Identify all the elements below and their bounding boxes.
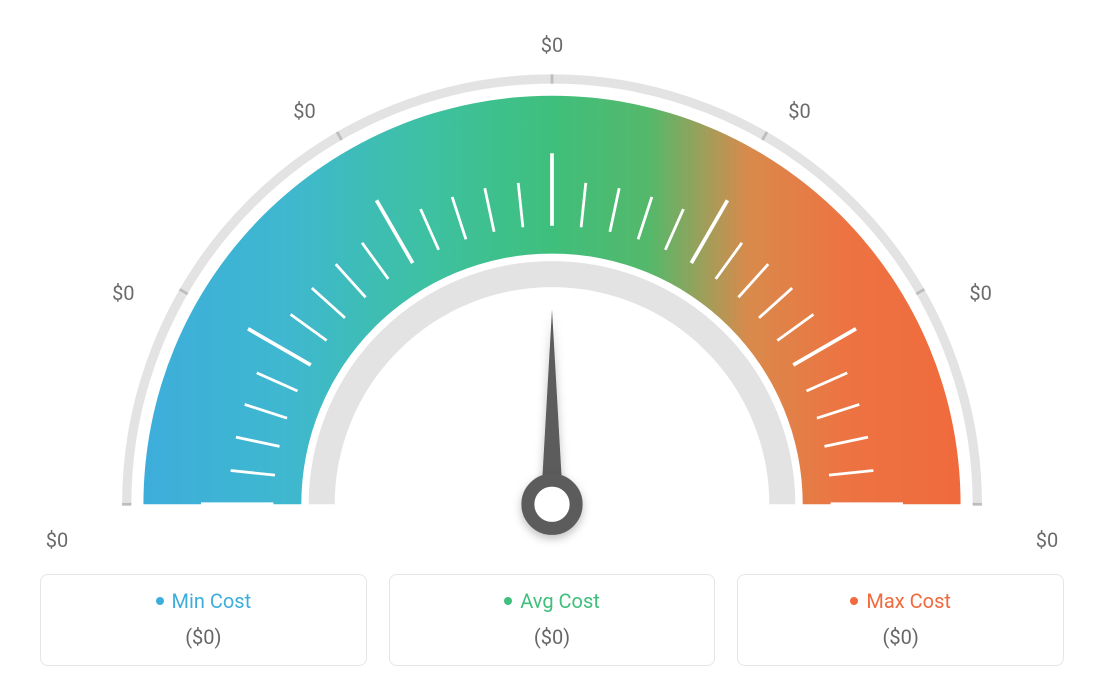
gauge-tick-label: $0 [788,99,810,123]
gauge-tick-label: $0 [1036,528,1058,552]
gauge-svg [22,40,1082,560]
legend-title: Min Cost [156,589,252,613]
legend-dot-icon [850,597,858,605]
legend-label: Min Cost [172,589,252,613]
legend-dot-icon [504,597,512,605]
legend-row: Min Cost ($0) Avg Cost ($0) Max Cost ($0) [40,574,1064,666]
gauge-tick-label: $0 [541,33,563,57]
gauge-tick-label: $0 [46,528,68,552]
gauge-tick-label: $0 [969,281,991,305]
legend-value: ($0) [400,625,705,649]
legend-title: Max Cost [850,589,951,613]
legend-label: Max Cost [866,589,951,613]
gauge-chart: $0$0$0$0$0$0$0 [22,40,1082,560]
legend-value: ($0) [748,625,1053,649]
legend-label: Avg Cost [520,589,600,613]
legend-card: Min Cost ($0) [40,574,367,666]
gauge-tick-label: $0 [112,281,134,305]
legend-dot-icon [156,597,164,605]
gauge-tick-label: $0 [293,99,315,123]
legend-value: ($0) [51,625,356,649]
legend-title: Avg Cost [504,589,600,613]
legend-card: Avg Cost ($0) [389,574,716,666]
legend-card: Max Cost ($0) [737,574,1064,666]
